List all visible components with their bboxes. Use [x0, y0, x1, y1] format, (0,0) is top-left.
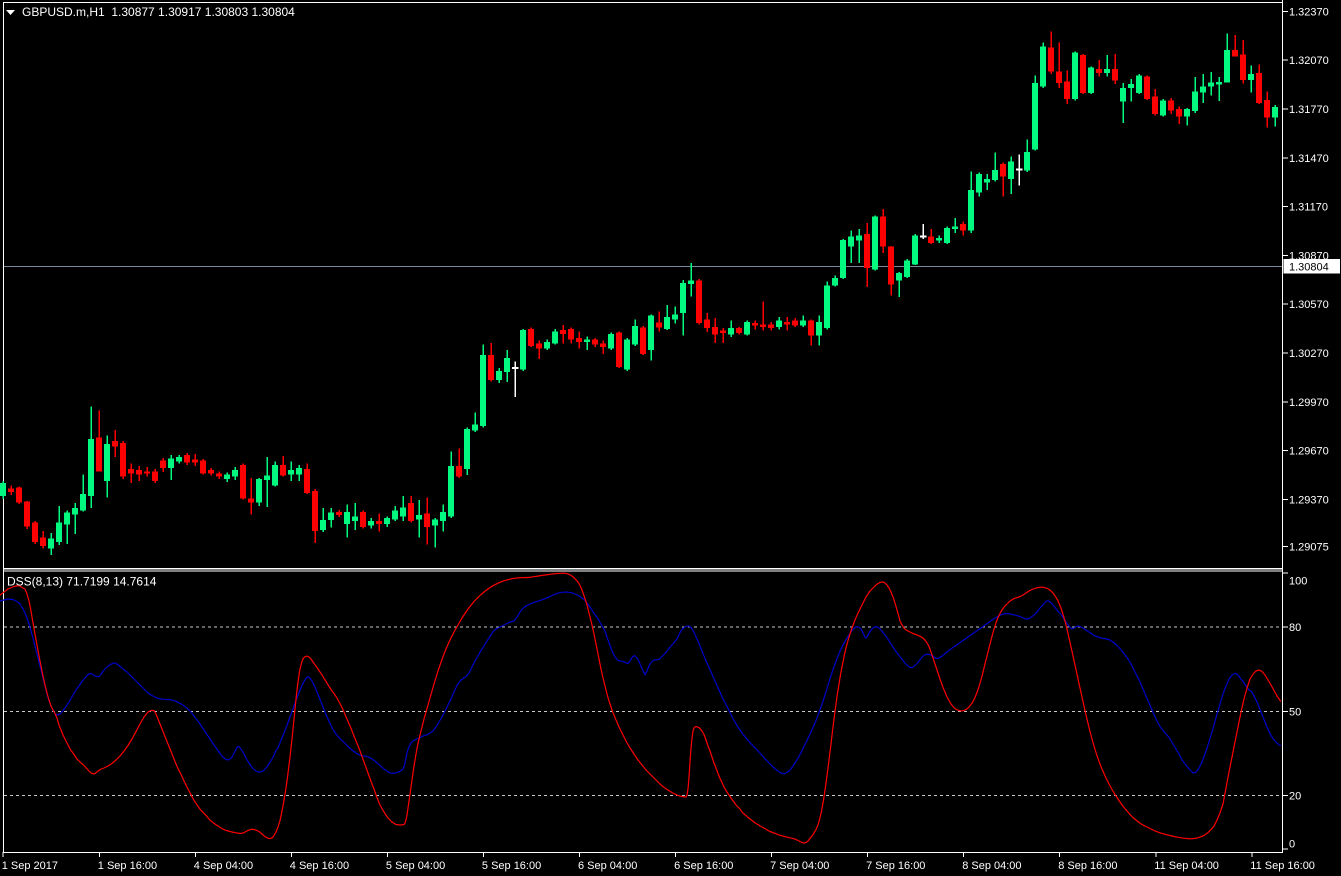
svg-text:80: 80 [1289, 622, 1301, 634]
svg-text:5 Sep 04:00: 5 Sep 04:00 [386, 860, 445, 872]
svg-text:11 Sep 16:00: 11 Sep 16:00 [1250, 860, 1315, 872]
svg-text:7 Sep 04:00: 7 Sep 04:00 [770, 860, 829, 872]
svg-text:5 Sep 16:00: 5 Sep 16:00 [482, 860, 541, 872]
svg-text:7 Sep 16:00: 7 Sep 16:00 [866, 860, 925, 872]
svg-text:100: 100 [1289, 576, 1307, 588]
svg-text:1.29670: 1.29670 [1289, 446, 1329, 458]
svg-text:1.30270: 1.30270 [1289, 348, 1329, 360]
svg-text:50: 50 [1289, 706, 1301, 718]
svg-text:1.31770: 1.31770 [1289, 104, 1329, 116]
svg-text:1.30570: 1.30570 [1289, 299, 1329, 311]
svg-text:1.29075: 1.29075 [1289, 542, 1329, 554]
svg-text:1.30804: 1.30804 [1289, 262, 1329, 274]
svg-text:1.32070: 1.32070 [1289, 55, 1329, 67]
svg-text:4 Sep 04:00: 4 Sep 04:00 [194, 860, 253, 872]
svg-text:1.32370: 1.32370 [1289, 6, 1329, 18]
svg-text:11 Sep 04:00: 11 Sep 04:00 [1154, 860, 1219, 872]
svg-text:1 Sep 2017: 1 Sep 2017 [2, 860, 58, 872]
svg-text:1.29970: 1.29970 [1289, 397, 1329, 409]
svg-text:DSS(8,13) 71.7199 14.7614: DSS(8,13) 71.7199 14.7614 [7, 575, 157, 589]
svg-text:20: 20 [1289, 791, 1301, 803]
svg-text:1.31170: 1.31170 [1289, 202, 1328, 214]
svg-text:1 Sep 16:00: 1 Sep 16:00 [98, 860, 157, 872]
svg-text:0: 0 [1289, 839, 1295, 851]
svg-text:6 Sep 04:00: 6 Sep 04:00 [578, 860, 637, 872]
svg-text:6 Sep 16:00: 6 Sep 16:00 [674, 860, 733, 872]
svg-text:8 Sep 16:00: 8 Sep 16:00 [1058, 860, 1117, 872]
svg-text:4 Sep 16:00: 4 Sep 16:00 [290, 860, 349, 872]
svg-text:8 Sep 04:00: 8 Sep 04:00 [962, 860, 1021, 872]
svg-text:1.29370: 1.29370 [1289, 495, 1329, 507]
svg-text:1.31470: 1.31470 [1289, 153, 1329, 165]
svg-text:GBPUSD.m,H1 1.30877 1.30917 1: GBPUSD.m,H1 1.30877 1.30917 1.30803 1.30… [22, 5, 295, 19]
